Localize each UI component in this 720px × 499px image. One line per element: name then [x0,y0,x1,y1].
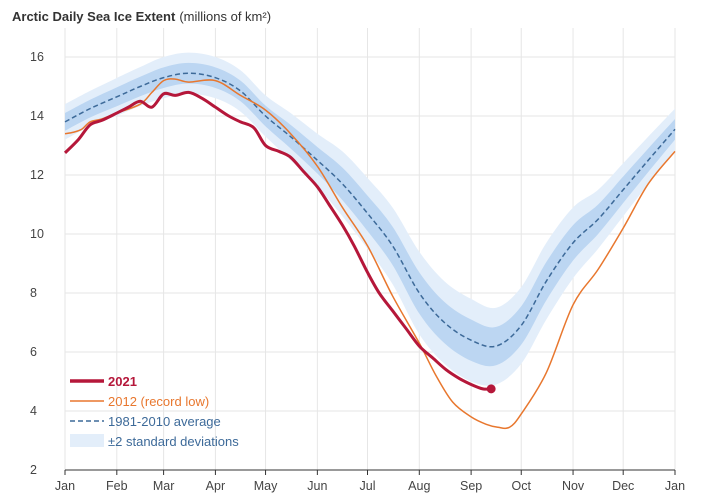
x-tick-label: Sep [460,479,482,493]
y-tick-label: 4 [30,404,37,418]
x-tick-label: Apr [206,479,225,493]
legend-label-2012: 2012 (record low) [108,394,209,409]
y-tick-label: 6 [30,345,37,359]
series-lines [63,72,676,430]
title-units: (millions of km²) [179,9,271,24]
axes: 2 4 6 8 10 12 14 16 Jan Feb Mar Apr May Jun Jul Aug Sep O… [30,50,685,493]
line-2021 [63,90,492,391]
std-dev-bands [65,52,675,386]
line-average [64,72,676,348]
x-tick-label: Oct [512,479,532,493]
legend-label-average: 1981-2010 average [108,414,221,429]
y-tick-label: 2 [30,463,37,477]
y-tick-label: 8 [30,286,37,300]
x-tick-label: Dec [612,479,634,493]
x-tick-label: Jan [665,479,685,493]
y-tick-label: 12 [30,168,44,182]
y-tick-label: 10 [30,227,44,241]
x-tick-label: May [254,479,278,493]
point-2021-latest [486,384,496,394]
x-tick-label: Mar [153,479,175,493]
legend-label-2021: 2021 [108,374,137,389]
x-tick-label: Jan [55,479,75,493]
band-1sd [65,62,675,367]
legend: 2021 2012 (record low) 1981-2010 average… [70,374,239,449]
y-tick-label: 14 [30,109,44,123]
x-tick-label: Aug [408,479,430,493]
legend-swatch-std-dev [70,434,104,447]
chart-title: Arctic Daily Sea Ice Extent (millions of … [12,9,271,24]
title-main: Arctic Daily Sea Ice Extent [12,9,176,24]
x-tick-label: Feb [106,479,128,493]
x-tick-label: Jun [307,479,327,493]
y-tick-label: 16 [30,50,44,64]
legend-label-std-dev: ±2 standard deviations [108,434,239,449]
x-tick-label: Jul [360,479,376,493]
x-tick-label: Nov [562,479,585,493]
